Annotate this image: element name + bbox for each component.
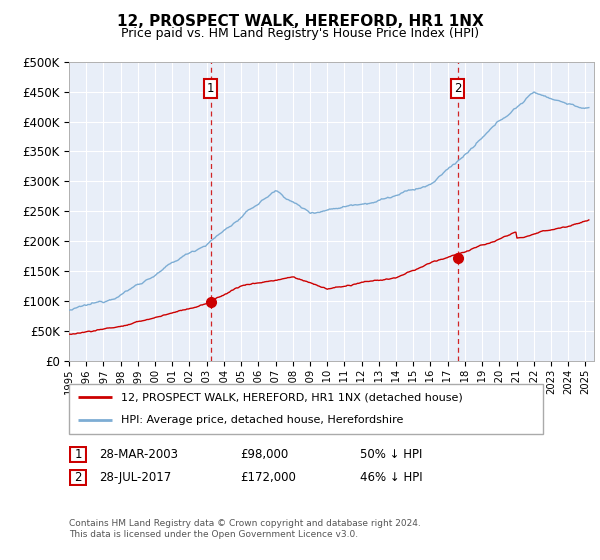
FancyBboxPatch shape <box>70 447 86 463</box>
Text: 28-MAR-2003: 28-MAR-2003 <box>99 448 178 461</box>
Text: Contains HM Land Registry data © Crown copyright and database right 2024.: Contains HM Land Registry data © Crown c… <box>69 519 421 528</box>
Text: £172,000: £172,000 <box>240 470 296 484</box>
Text: 50% ↓ HPI: 50% ↓ HPI <box>360 448 422 461</box>
Text: 12, PROSPECT WALK, HEREFORD, HR1 1NX (detached house): 12, PROSPECT WALK, HEREFORD, HR1 1NX (de… <box>121 392 463 402</box>
Text: 2: 2 <box>74 470 82 484</box>
FancyBboxPatch shape <box>70 469 86 484</box>
Text: 28-JUL-2017: 28-JUL-2017 <box>99 470 171 484</box>
Text: 12, PROSPECT WALK, HEREFORD, HR1 1NX: 12, PROSPECT WALK, HEREFORD, HR1 1NX <box>116 14 484 29</box>
Text: 1: 1 <box>207 82 214 95</box>
Text: 2: 2 <box>454 82 461 95</box>
Text: 46% ↓ HPI: 46% ↓ HPI <box>360 470 422 484</box>
Text: £98,000: £98,000 <box>240 448 288 461</box>
Text: 1: 1 <box>74 448 82 461</box>
Text: Price paid vs. HM Land Registry's House Price Index (HPI): Price paid vs. HM Land Registry's House … <box>121 27 479 40</box>
Text: This data is licensed under the Open Government Licence v3.0.: This data is licensed under the Open Gov… <box>69 530 358 539</box>
Text: HPI: Average price, detached house, Herefordshire: HPI: Average price, detached house, Here… <box>121 416 404 426</box>
FancyBboxPatch shape <box>69 384 543 434</box>
